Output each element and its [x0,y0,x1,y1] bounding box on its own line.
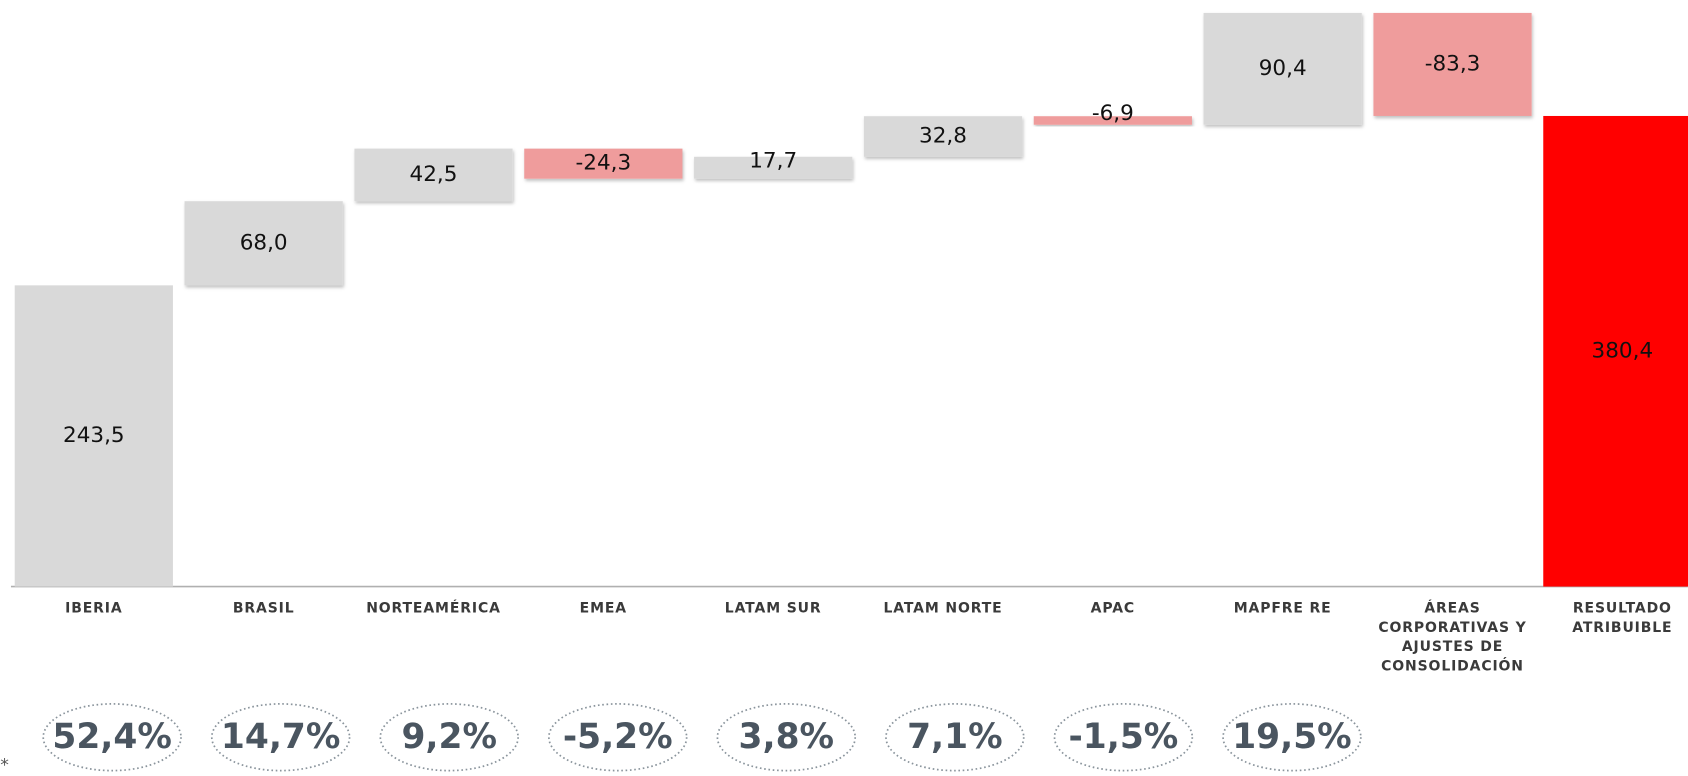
bar [14,285,173,587]
x-tick-label: LATAM SUR [724,600,822,617]
x-tick-label: ÁREAS CORPORATIVAS Y AJUSTES DE CONSOLID… [1378,600,1527,675]
share-label: -1,5% [1068,717,1178,757]
footnote: * [0,756,9,776]
share-oval [1053,703,1194,772]
share-label: 14,7% [221,717,340,757]
share-oval [1222,703,1362,772]
x-tick-label: BRASIL [232,600,295,617]
value-label: -24,3 [576,151,632,176]
x-label-box: BRASIL [232,600,295,617]
x-label-box: ÁREAS CORPORATIVAS Y AJUSTES DE CONSOLID… [1378,600,1527,675]
bar [1373,12,1532,116]
x-tick-label: NORTEAMÉRICA [366,600,501,617]
x-tick-label: LATAM NORTE [883,600,1003,617]
value-label: 90,4 [1259,56,1307,81]
bar [1033,116,1192,125]
bar [524,148,683,179]
share-label: -5,2% [563,717,673,757]
share-oval [210,703,351,772]
bar [184,201,343,286]
x-tick-label: EMEA [579,600,627,617]
x-label-box: APAC [1090,600,1136,617]
share-label: 3,8% [739,717,835,757]
share-label: 19,5% [1232,717,1351,757]
bar [354,148,513,202]
bar [694,156,853,179]
value-label: 68,0 [240,230,288,255]
x-label-box: RESULTADO ATRIBUIBLE [1572,600,1673,637]
share-label: 52,4% [52,717,171,757]
share-label: 9,2% [401,717,497,757]
share-oval [885,703,1025,772]
value-label: 380,4 [1592,338,1654,363]
x-tick-label: IBERIA [65,600,123,617]
x-label-box: NORTEAMÉRICA [366,600,501,617]
x-label-box: LATAM NORTE [883,600,1003,617]
share-oval [548,703,688,772]
bar [1543,115,1688,587]
x-tick-label: APAC [1090,600,1136,617]
value-label: -6,9 [1092,101,1134,126]
value-label: 42,5 [410,162,458,187]
x-tick-label: MAPFRE RE [1233,600,1332,617]
x-label-box: IBERIA [65,600,123,617]
x-tick-label: RESULTADO ATRIBUIBLE [1572,600,1673,637]
value-label: 17,7 [749,148,797,173]
value-label: -83,3 [1425,51,1481,76]
x-label-box: MAPFRE RE [1233,600,1332,617]
bar [863,116,1023,157]
share-oval [42,703,182,772]
value-label: 243,5 [63,423,125,448]
x-label-box: EMEA [579,600,627,617]
share-oval [379,703,519,772]
share-oval [716,703,857,772]
share-label: 7,1% [907,717,1003,757]
x-label-box: LATAM SUR [724,600,822,617]
bar [1203,12,1362,125]
value-label: 32,8 [919,124,967,149]
